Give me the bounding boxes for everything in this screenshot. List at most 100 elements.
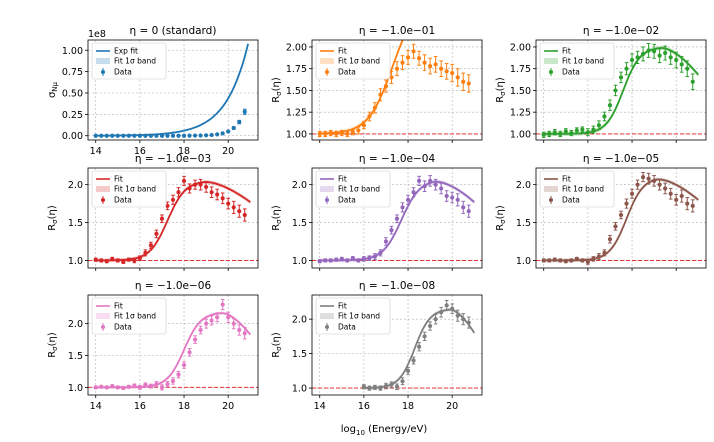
data-marker [317,131,322,137]
data-point [367,255,372,261]
fit-line [95,181,251,262]
data-marker [181,362,187,368]
panel-title: η = −1.0e−02 [583,25,659,37]
data-point [328,129,333,137]
data-point [187,183,192,194]
data-marker [242,331,247,336]
data-point [226,311,231,323]
data-point [339,256,344,262]
legend-band-swatch [320,58,334,64]
data-marker [132,383,137,388]
data-point [668,49,673,65]
data-point [159,384,165,391]
legend-label: Fit [114,175,123,184]
data-point [126,384,131,389]
legend-label: Fit 1σ band [562,57,604,66]
data-marker [154,382,159,387]
data-point [450,63,455,83]
y-tick-label: 1.50 [510,86,531,97]
data-marker [231,321,236,326]
chart-panel-h: 1.0 1.5 2.0 14 16 18 20 η = −1.0e−08 Rσ(η) FitFit… [271,280,483,412]
y-axis-label: Rσ(η) [271,205,283,231]
data-point [450,303,455,315]
y-tick-label: 1.5 [516,218,531,229]
legend-marker-swatch [325,70,329,74]
data-marker [607,103,613,108]
data-point [192,133,198,138]
data-point [220,192,225,205]
data-marker [231,205,236,210]
data-marker [596,254,602,259]
axes-frame [535,39,707,141]
data-point [613,84,618,97]
x-tick-label: 14 [314,401,326,412]
data-point [104,259,109,264]
legend-label: Fit [562,47,571,56]
data-point [198,325,203,335]
data-point [209,315,214,326]
data-marker [558,258,563,263]
data-point [455,193,460,207]
data-point [231,200,236,214]
data-marker [159,385,165,390]
data-marker [394,384,400,389]
data-point [378,88,383,102]
data-point [563,128,568,135]
data-point [132,257,137,264]
data-marker [328,130,333,136]
data-point [231,125,236,131]
data-marker [461,79,466,84]
data-point [132,133,137,138]
data-marker [629,191,635,196]
data-point [444,62,449,80]
data-point [209,132,214,138]
data-point [372,102,378,114]
x-tick-label: 14 [90,146,102,157]
legend-marker-swatch [549,70,553,74]
legend-label: Data [338,196,356,205]
data-point [602,111,607,122]
data-point [574,127,579,134]
data-point [629,188,635,199]
data-marker [646,48,651,53]
x-tick-label: 14 [90,401,102,412]
data-marker [569,130,574,136]
data-marker [378,250,383,255]
data-marker [558,131,563,137]
data-marker [143,382,148,387]
data-marker [383,83,389,89]
y-tick-label: 1.0 [292,256,307,267]
axes-frame [311,294,483,396]
data-point [242,208,247,222]
data-marker [143,250,148,255]
data-point [602,249,607,257]
data-marker [372,385,378,390]
data-point [450,191,455,204]
data-marker [461,205,466,210]
data-marker [159,133,165,138]
data-point [361,384,366,390]
data-marker [602,114,607,119]
data-marker [209,132,214,138]
data-marker [618,212,624,218]
data-marker [580,127,585,132]
data-point [242,108,247,115]
data-point [405,49,411,65]
data-point [176,370,181,379]
data-point [356,126,361,135]
data-marker [428,63,433,69]
data-point [323,130,328,138]
data-point [209,186,214,199]
legend-marker-swatch [101,70,105,74]
data-point [361,256,366,262]
data-marker [657,182,662,187]
panels-group: 0.00 0.25 0.50 0.75 1.00 14 16 18 20 η = 0 (stand… [47,25,707,412]
data-marker [181,133,187,138]
data-marker [237,327,242,333]
data-point [110,133,115,138]
data-point [624,198,629,209]
data-point [137,133,142,138]
y-tick-label: 1.50 [286,86,307,97]
data-marker [428,178,433,183]
data-point [433,56,438,73]
